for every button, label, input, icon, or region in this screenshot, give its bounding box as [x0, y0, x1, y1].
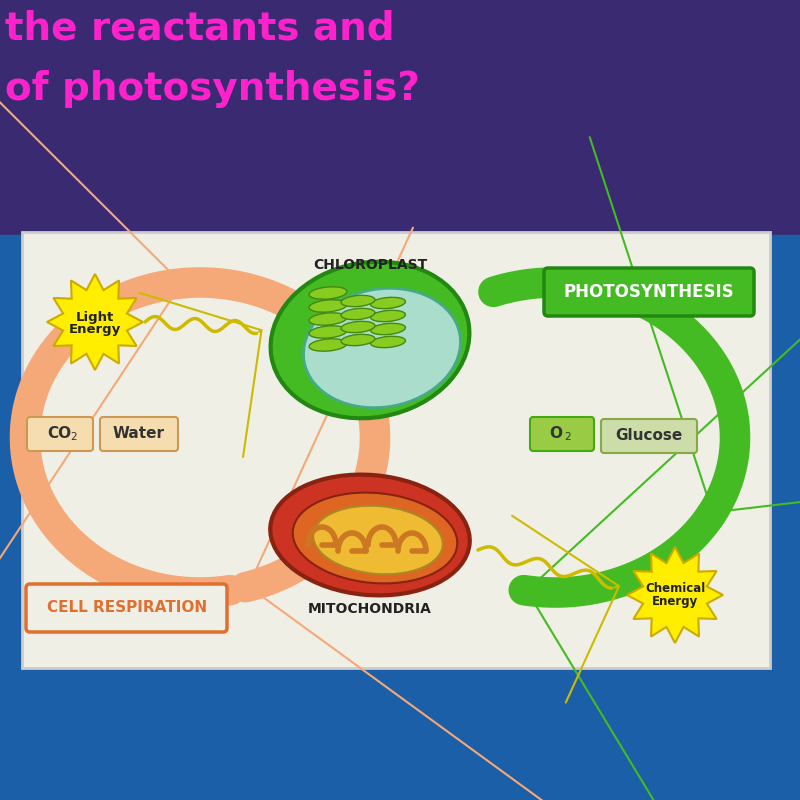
Ellipse shape [370, 323, 406, 334]
Ellipse shape [341, 334, 375, 346]
FancyBboxPatch shape [544, 268, 754, 316]
Ellipse shape [309, 313, 347, 326]
Ellipse shape [341, 322, 375, 333]
Polygon shape [47, 274, 143, 370]
Ellipse shape [309, 286, 347, 299]
Text: PHOTOSYNTHESIS: PHOTOSYNTHESIS [564, 283, 734, 301]
Text: Energy: Energy [69, 323, 121, 337]
Ellipse shape [270, 262, 470, 418]
Ellipse shape [341, 295, 375, 306]
FancyBboxPatch shape [100, 417, 178, 451]
Text: CELL RESPIRATION: CELL RESPIRATION [47, 601, 207, 615]
Text: Light: Light [76, 310, 114, 323]
Bar [0, 0, 800, 235]
Text: the reactants and: the reactants and [5, 10, 394, 48]
Text: MITOCHONDRIA: MITOCHONDRIA [308, 602, 432, 616]
Bar [22, 232, 770, 668]
Ellipse shape [309, 300, 347, 312]
Ellipse shape [309, 338, 347, 351]
Text: 2: 2 [564, 432, 570, 442]
FancyBboxPatch shape [26, 584, 227, 632]
Bar [0, 235, 800, 800]
Text: of photosynthesis?: of photosynthesis? [5, 70, 420, 108]
Text: Chemical: Chemical [645, 582, 705, 594]
Text: Energy: Energy [652, 594, 698, 607]
Ellipse shape [270, 474, 470, 595]
Text: Water: Water [113, 426, 165, 442]
Text: O: O [549, 426, 562, 442]
Ellipse shape [293, 493, 458, 583]
Polygon shape [627, 547, 723, 643]
Ellipse shape [370, 298, 406, 309]
Ellipse shape [313, 506, 443, 574]
Ellipse shape [370, 336, 406, 348]
Text: CO: CO [47, 426, 71, 442]
Text: 2: 2 [70, 432, 77, 442]
Ellipse shape [303, 288, 461, 408]
Text: CHLOROPLAST: CHLOROPLAST [313, 258, 427, 272]
Ellipse shape [341, 308, 375, 320]
Ellipse shape [370, 310, 406, 322]
Text: Glucose: Glucose [615, 429, 682, 443]
FancyBboxPatch shape [530, 417, 594, 451]
FancyBboxPatch shape [27, 417, 93, 451]
Ellipse shape [309, 326, 347, 338]
FancyBboxPatch shape [601, 419, 697, 453]
